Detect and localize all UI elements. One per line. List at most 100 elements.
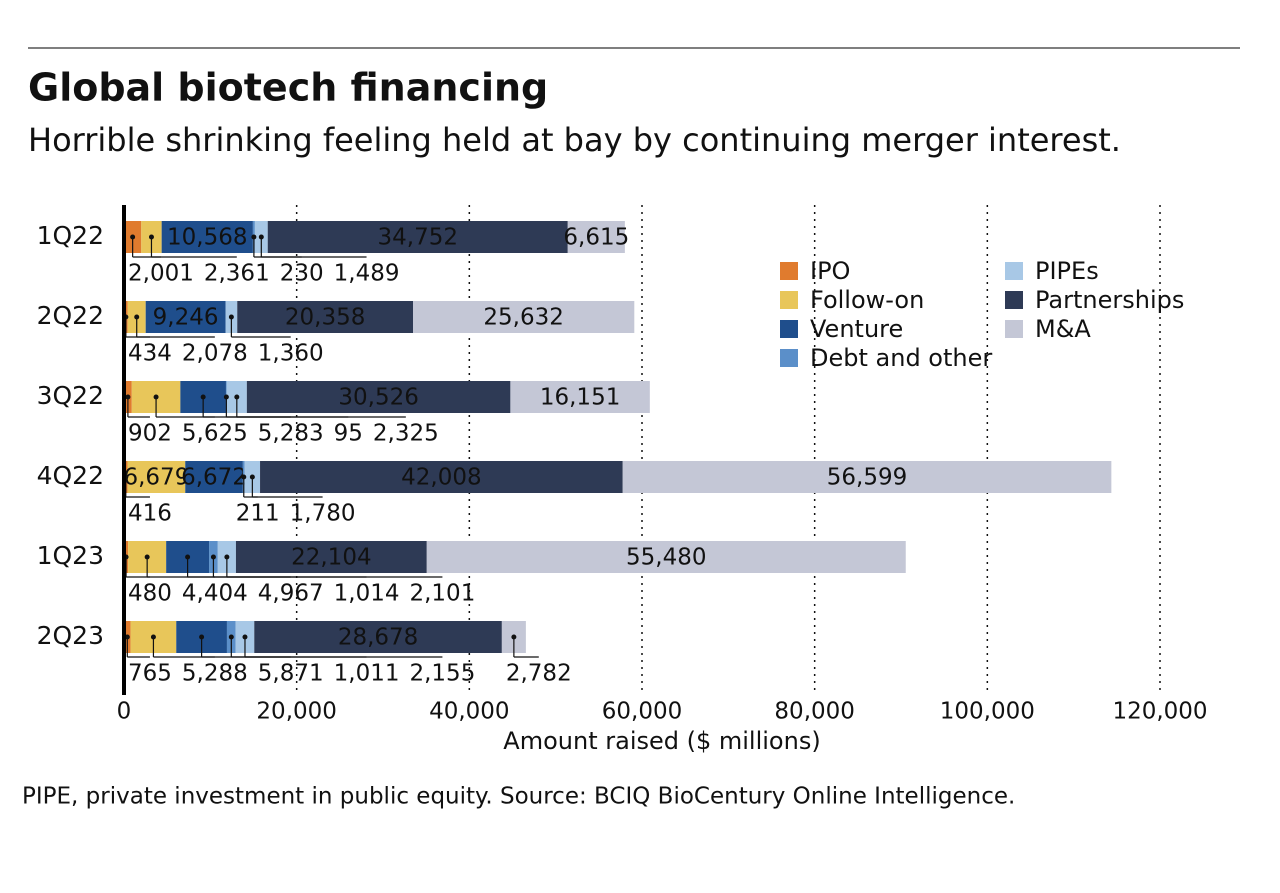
legend-label: Follow-on [810,286,924,314]
value-label: 480 [128,581,172,607]
leader-dot [185,554,191,560]
value-label: 6,672 [181,465,247,491]
bar-segment [622,461,1112,493]
value-label: 1,360 [258,341,324,367]
leader-dot [224,554,230,560]
bar-segment [510,381,650,413]
value-label: 4,404 [182,581,248,607]
leader-dot [150,634,156,640]
leader-dot [228,314,234,320]
value-label: 5,625 [182,421,248,447]
legend-swatch [1005,262,1023,280]
bar-segment [161,221,253,253]
value-label: 1,011 [334,661,400,687]
legend-label: Venture [810,315,903,343]
value-label: 6,615 [563,225,629,251]
value-label: 5,288 [182,661,248,687]
leader-dot [234,394,240,400]
value-label: 28,678 [338,625,418,651]
legend-label: M&A [1035,315,1091,343]
x-tick-label: 20,000 [256,699,336,725]
bar-segment [235,541,427,573]
leader-dot [130,234,136,240]
bar-segment [413,301,635,333]
bar-segment [254,621,502,653]
leader-dot [124,634,130,640]
y-tick-label: 4Q22 [37,461,104,490]
x-tick-label: 80,000 [774,699,854,725]
bar-segment [567,221,625,253]
y-tick-label: 1Q23 [37,541,104,570]
value-label: 55,480 [626,545,706,571]
value-label: 9,246 [153,305,219,331]
chart-title: Global biotech financing [28,66,548,110]
x-axis-label: Amount raised ($ millions) [503,727,820,755]
legend-label: Debt and other [810,344,992,372]
value-label: 2,001 [128,261,194,287]
x-tick-label: 40,000 [429,699,509,725]
value-label: 56,599 [827,465,907,491]
leader-dot [199,634,205,640]
bar-segment [145,301,226,333]
value-label: 2,782 [506,661,572,687]
value-label: 1,014 [334,581,400,607]
value-label: 2,361 [204,261,270,287]
chart-subtitle: Horrible shrinking feeling held at bay b… [28,121,1121,159]
value-label: 10,568 [167,225,247,251]
legend-label: PIPEs [1035,257,1099,285]
leader-dot [153,394,159,400]
x-tick-label: 120,000 [1112,699,1207,725]
value-label: 1,489 [334,261,400,287]
value-label: 434 [128,341,172,367]
bar-segment [246,381,511,413]
value-label: 4,967 [258,581,324,607]
y-tick-label: 2Q23 [37,621,104,650]
y-tick-label: 1Q22 [37,221,104,250]
value-label: 765 [128,661,172,687]
leader-dot [241,474,247,480]
value-label: 2,078 [182,341,248,367]
value-label: 211 [236,501,280,527]
leader-dot [144,554,150,560]
y-tick-label: 2Q22 [37,301,104,330]
leader-dot [258,234,264,240]
value-label: 34,752 [378,225,458,251]
leader-dot [134,314,140,320]
value-label: 30,526 [338,385,418,411]
value-label: 416 [128,501,172,527]
leader-dot [251,234,257,240]
y-tick-label: 3Q22 [37,381,104,410]
value-label: 2,325 [373,421,439,447]
x-tick-label: 60,000 [602,699,682,725]
leader-dot [223,394,229,400]
bar-segment [185,461,243,493]
value-label: 902 [128,421,172,447]
value-label: 42,008 [401,465,481,491]
legend-swatch [780,320,798,338]
bar-segment [127,461,186,493]
value-label: 95 [334,421,363,447]
leader-dot [249,474,255,480]
x-tick-label: 100,000 [940,699,1035,725]
leader-dot [511,634,517,640]
bar-segment [260,461,623,493]
bar-segment [237,301,414,333]
legend-swatch [1005,320,1023,338]
value-label: 6,679 [123,465,189,491]
legend-label: IPO [810,257,850,285]
leader-dot [210,554,216,560]
value-label: 25,632 [483,305,563,331]
leader-dot [200,394,206,400]
value-label: 2,155 [409,661,475,687]
value-label: 5,871 [258,661,324,687]
leader-dot [242,634,248,640]
leader-dot [228,634,234,640]
value-label: 2,101 [409,581,475,607]
legend-swatch [1005,291,1023,309]
legend-swatch [780,262,798,280]
footnote: PIPE, private investment in public equit… [22,784,1015,810]
value-label: 16,151 [540,385,620,411]
bar-segment [267,221,568,253]
